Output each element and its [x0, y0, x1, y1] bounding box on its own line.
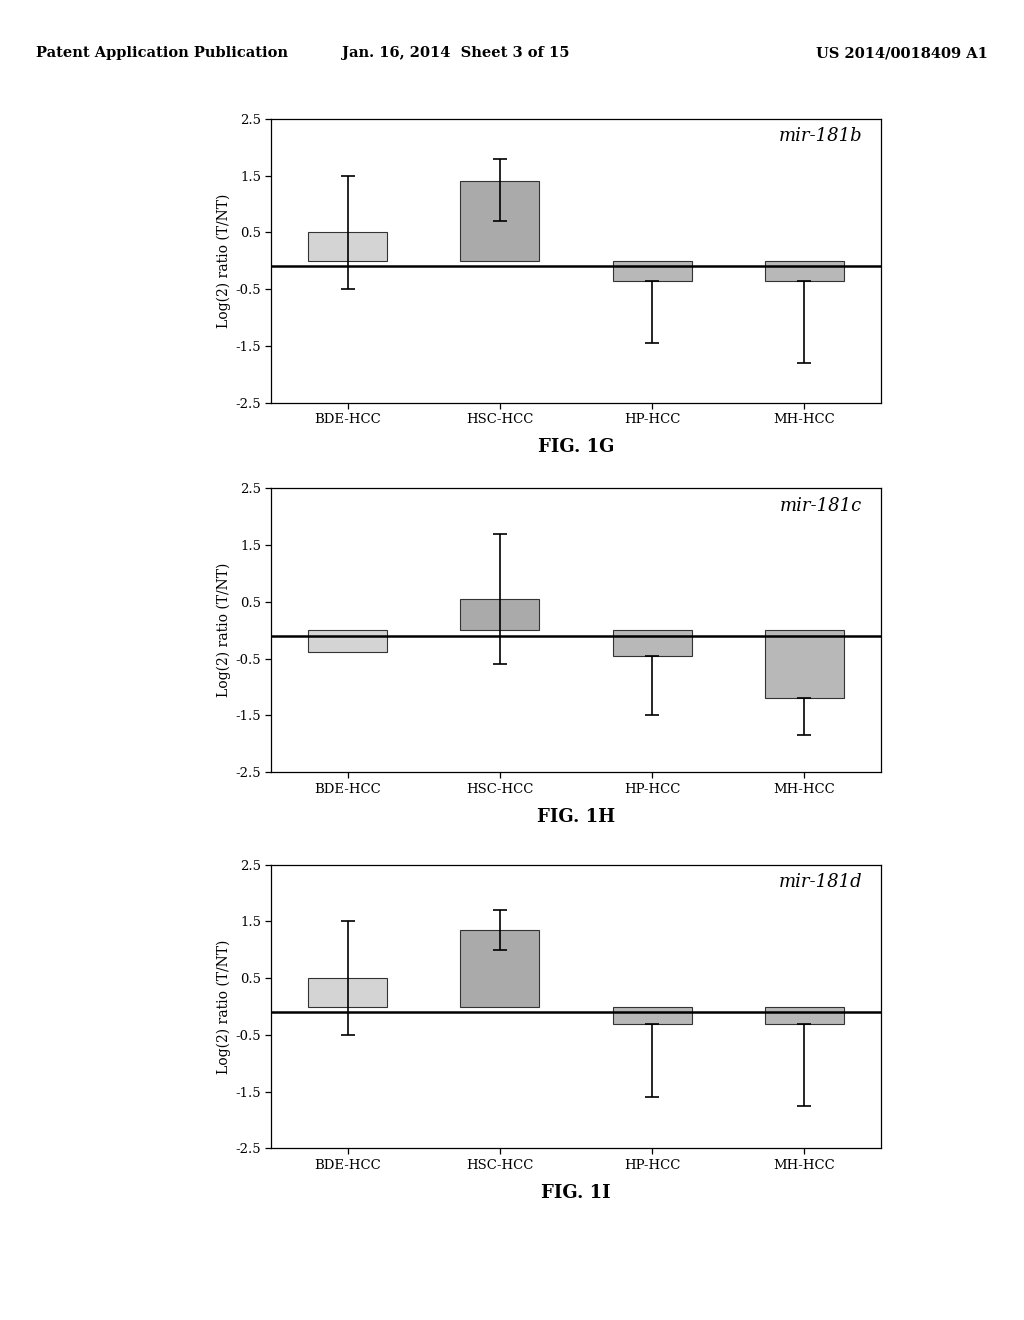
Text: mir-181b: mir-181b — [778, 127, 862, 145]
Y-axis label: Log(2) ratio (T/NT): Log(2) ratio (T/NT) — [217, 940, 231, 1073]
Text: Jan. 16, 2014  Sheet 3 of 15: Jan. 16, 2014 Sheet 3 of 15 — [342, 46, 569, 61]
Text: FIG. 1G: FIG. 1G — [538, 438, 614, 457]
Y-axis label: Log(2) ratio (T/NT): Log(2) ratio (T/NT) — [217, 194, 231, 327]
Text: FIG. 1I: FIG. 1I — [542, 1184, 610, 1203]
Bar — [612, 261, 692, 281]
Bar — [765, 630, 844, 698]
Text: US 2014/0018409 A1: US 2014/0018409 A1 — [816, 46, 988, 61]
Bar — [460, 181, 540, 261]
Bar — [308, 232, 387, 261]
Bar — [612, 1006, 692, 1023]
Text: mir-181c: mir-181c — [780, 496, 862, 515]
Text: mir-181d: mir-181d — [778, 873, 862, 891]
Bar — [460, 599, 540, 630]
Bar — [308, 978, 387, 1006]
Bar — [612, 630, 692, 656]
Bar — [308, 630, 387, 652]
Bar — [460, 929, 540, 1006]
Bar — [765, 261, 844, 281]
Y-axis label: Log(2) ratio (T/NT): Log(2) ratio (T/NT) — [217, 564, 231, 697]
Text: Patent Application Publication: Patent Application Publication — [36, 46, 288, 61]
Bar — [765, 1006, 844, 1023]
Text: FIG. 1H: FIG. 1H — [537, 808, 615, 826]
